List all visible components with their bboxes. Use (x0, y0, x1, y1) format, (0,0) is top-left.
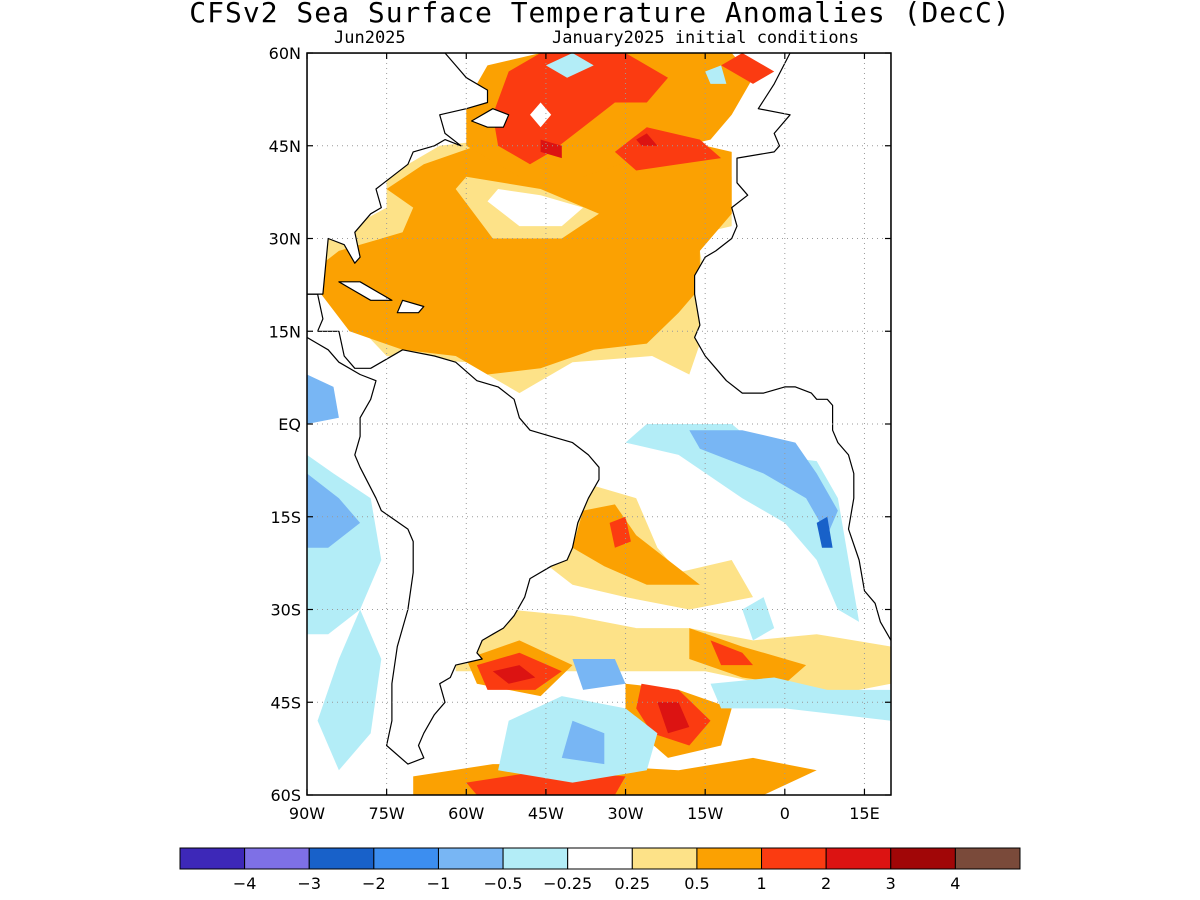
lon-tick-label: 15W (687, 804, 723, 823)
gridlines (307, 53, 891, 795)
colorbar-label: −3 (297, 874, 321, 893)
colorbar-label: 0.5 (684, 874, 709, 893)
coastline (338, 281, 393, 301)
anomaly-region (710, 640, 753, 666)
colorbar-swatch (890, 847, 956, 870)
anomaly-region (492, 53, 668, 165)
colorbar-label: −1 (427, 874, 451, 893)
lon-tick-label: 45W (528, 804, 564, 823)
lon-tick-label: 15E (849, 804, 879, 823)
colorbar-swatch (696, 847, 763, 870)
colorbar-swatch (761, 847, 827, 870)
coastline (396, 299, 425, 314)
anomaly-region (487, 189, 584, 227)
anomaly-region (307, 374, 339, 424)
lat-tick-label: 60N (269, 44, 301, 63)
anomaly-region (636, 133, 658, 146)
anomaly-region (689, 430, 838, 536)
forecast-month-label: Jun2025 (334, 28, 406, 48)
anomaly-region (572, 504, 700, 585)
lon-tick-label: 75W (369, 804, 405, 823)
lat-tick-label: 30S (270, 601, 301, 620)
colorbar-swatch (179, 847, 246, 870)
colorbar-label: 0.25 (614, 874, 650, 893)
anomaly-region (710, 677, 891, 721)
colorbar-label: 3 (886, 874, 896, 893)
anomaly-region (540, 139, 562, 159)
lat-tick-label: 45S (270, 693, 301, 712)
map-title: CFSv2 Sea Surface Temperature Anomalies … (189, 0, 1011, 29)
lat-tick-label: 60S (270, 786, 301, 805)
anomaly-region (545, 53, 594, 78)
colorbar-swatch (373, 847, 439, 870)
lon-tick-label: 30W (607, 804, 643, 823)
colorbar-label: −2 (362, 874, 386, 893)
colorbar-swatch (631, 847, 698, 870)
anomaly-region (657, 702, 690, 734)
lon-tick-label: 90W (289, 804, 325, 823)
anomaly-region (609, 516, 631, 548)
colorbar-label: 2 (821, 874, 831, 893)
coastline (693, 53, 891, 642)
coastline (307, 293, 600, 765)
lat-tick-label: EQ (278, 415, 301, 434)
anomaly-region (705, 65, 727, 84)
anomaly-region (572, 659, 626, 690)
anomaly-region (689, 628, 807, 684)
colorbar-swatch (244, 847, 310, 870)
colorbar-label: −4 (233, 874, 257, 893)
colorbar-swatch (825, 847, 892, 870)
colorbar-label: −0.25 (543, 874, 592, 893)
lat-tick-label: 15N (269, 322, 301, 341)
anomaly-region (307, 473, 361, 548)
colorbar-swatch (308, 847, 375, 870)
lat-tick-label: 15S (270, 508, 301, 527)
initial-conditions-label: January2025 initial conditions (552, 28, 860, 48)
colorbar-swatch (954, 847, 1021, 870)
anomaly-region (816, 516, 833, 548)
anomaly-region (721, 53, 775, 84)
coastline (307, 53, 489, 295)
lat-tick-label: 30N (269, 230, 301, 249)
anomaly-region (492, 665, 536, 684)
colorbar-label: −0.5 (484, 874, 523, 893)
colorbar-swatch (567, 847, 633, 870)
colorbar-swatch (437, 847, 504, 870)
land-masses (307, 53, 891, 765)
lon-tick-label: 60W (448, 804, 484, 823)
colorbar-label: 1 (756, 874, 766, 893)
anomaly-region (561, 720, 605, 765)
anomaly-region (742, 597, 775, 641)
colorbar-swatch (502, 847, 569, 870)
coastline (471, 108, 510, 128)
lat-tick-label: 45N (269, 137, 301, 156)
colorbar: −4 −3 −2 −1 −0.5 −0.25 0.25 0.5 1 2 3 4 (179, 847, 1021, 893)
anomaly-region (317, 609, 382, 771)
colorbar-label: 4 (950, 874, 960, 893)
lon-tick-label: 0 (780, 804, 790, 823)
